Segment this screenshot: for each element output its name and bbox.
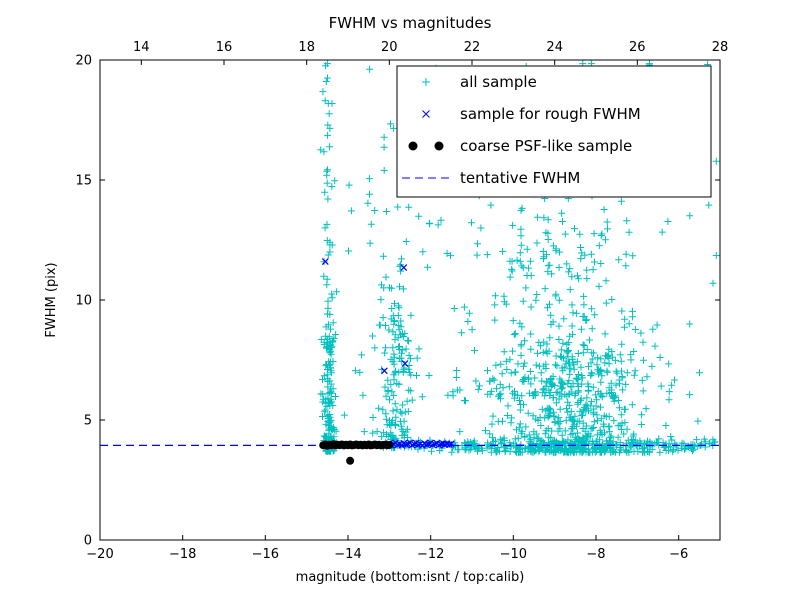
tick-label: 16 (216, 40, 233, 55)
legend-cross-marker (422, 110, 430, 118)
tick-label: −8 (586, 547, 605, 562)
tick-label: 26 (629, 40, 646, 55)
psf-like-points (319, 440, 394, 465)
tick-label: −18 (169, 547, 196, 562)
tick-label: 22 (464, 40, 481, 55)
tick-label: 20 (381, 40, 398, 55)
legend-label: sample for rough FWHM (460, 105, 641, 123)
tick-label: −14 (334, 547, 361, 562)
tick-label: 0 (84, 534, 92, 549)
tick-label: −12 (417, 547, 444, 562)
x-axis-label: magnitude (bottom:isnt / top:calib) (296, 570, 525, 585)
tick-label: 10 (75, 294, 92, 309)
legend-dot-marker (408, 141, 418, 151)
legend-plus-marker (422, 78, 430, 86)
tick-label: 24 (546, 40, 563, 55)
legend-label: all sample (460, 73, 537, 91)
tick-label: 18 (298, 40, 315, 55)
legend: all sample sample for rough FWHM coarse PS… (396, 65, 712, 198)
legend-label: tentative FWHM (460, 169, 580, 187)
tick-label: 14 (133, 40, 150, 55)
chart-title: FWHM vs magnitudes (329, 14, 492, 32)
legend-label: coarse PSF-like sample (460, 137, 632, 155)
tick-label: 28 (712, 40, 729, 55)
tick-label: 15 (75, 174, 92, 189)
y-axis-label: FWHM (pix) (44, 262, 59, 337)
tick-label: 5 (84, 414, 92, 429)
legend-dot-marker (434, 141, 444, 151)
tick-label: −10 (500, 547, 527, 562)
tick-label: −16 (252, 547, 279, 562)
legend-box (396, 65, 712, 198)
tick-label: −6 (669, 547, 688, 562)
tick-label: −20 (86, 547, 113, 562)
tick-label: 20 (75, 54, 92, 69)
chart-generated-content: −20 −18 −16 −14 −12 −10 −8 −6 14 16 18 20 22 24 26 28 0 5… (75, 40, 728, 562)
psf-point (346, 456, 355, 465)
psf-point (385, 441, 394, 449)
